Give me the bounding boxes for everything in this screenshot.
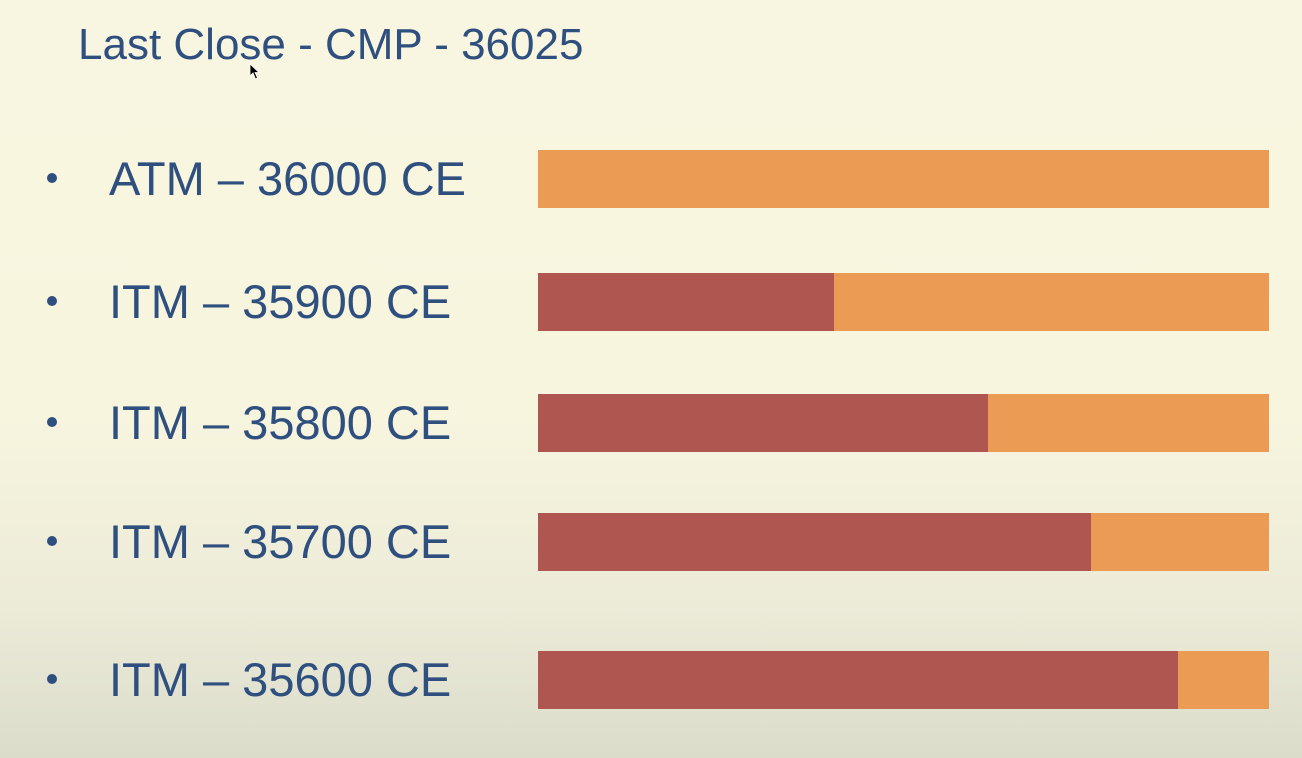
slide-title: Last Close - CMP - 36025	[78, 20, 584, 69]
bullet-icon	[47, 296, 57, 306]
mouse-pointer-icon	[250, 64, 260, 80]
bullet-icon	[47, 674, 57, 684]
option-label: ITM – 35600 CE	[109, 653, 452, 706]
list-item-itm-35900: ITM – 35900 CE	[0, 273, 1302, 331]
comparison-bar	[538, 513, 1269, 571]
bullet-icon	[47, 417, 57, 427]
intrinsic-value-fill	[538, 273, 835, 331]
option-label: ITM – 35700 CE	[109, 515, 452, 568]
intrinsic-value-fill	[538, 651, 1178, 709]
list-item-itm-35700: ITM – 35700 CE	[0, 513, 1302, 571]
option-label: ATM – 36000 CE	[109, 152, 467, 205]
list-item-itm-35800: ITM – 35800 CE	[0, 394, 1302, 452]
intrinsic-value-fill	[538, 513, 1092, 571]
option-label: ITM – 35900 CE	[109, 275, 452, 328]
list-item-itm-35600: ITM – 35600 CE	[0, 651, 1302, 709]
comparison-bar	[538, 273, 1269, 331]
bullet-icon	[47, 536, 57, 546]
comparison-bar	[538, 394, 1269, 452]
intrinsic-value-fill	[538, 394, 988, 452]
option-label: ITM – 35800 CE	[109, 396, 452, 449]
comparison-bar	[538, 150, 1269, 208]
bullet-icon	[47, 173, 57, 183]
list-item-atm-36000: ATM – 36000 CE	[0, 150, 1302, 208]
comparison-bar	[538, 651, 1269, 709]
